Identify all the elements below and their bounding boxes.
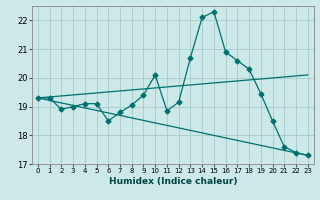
X-axis label: Humidex (Indice chaleur): Humidex (Indice chaleur): [108, 177, 237, 186]
